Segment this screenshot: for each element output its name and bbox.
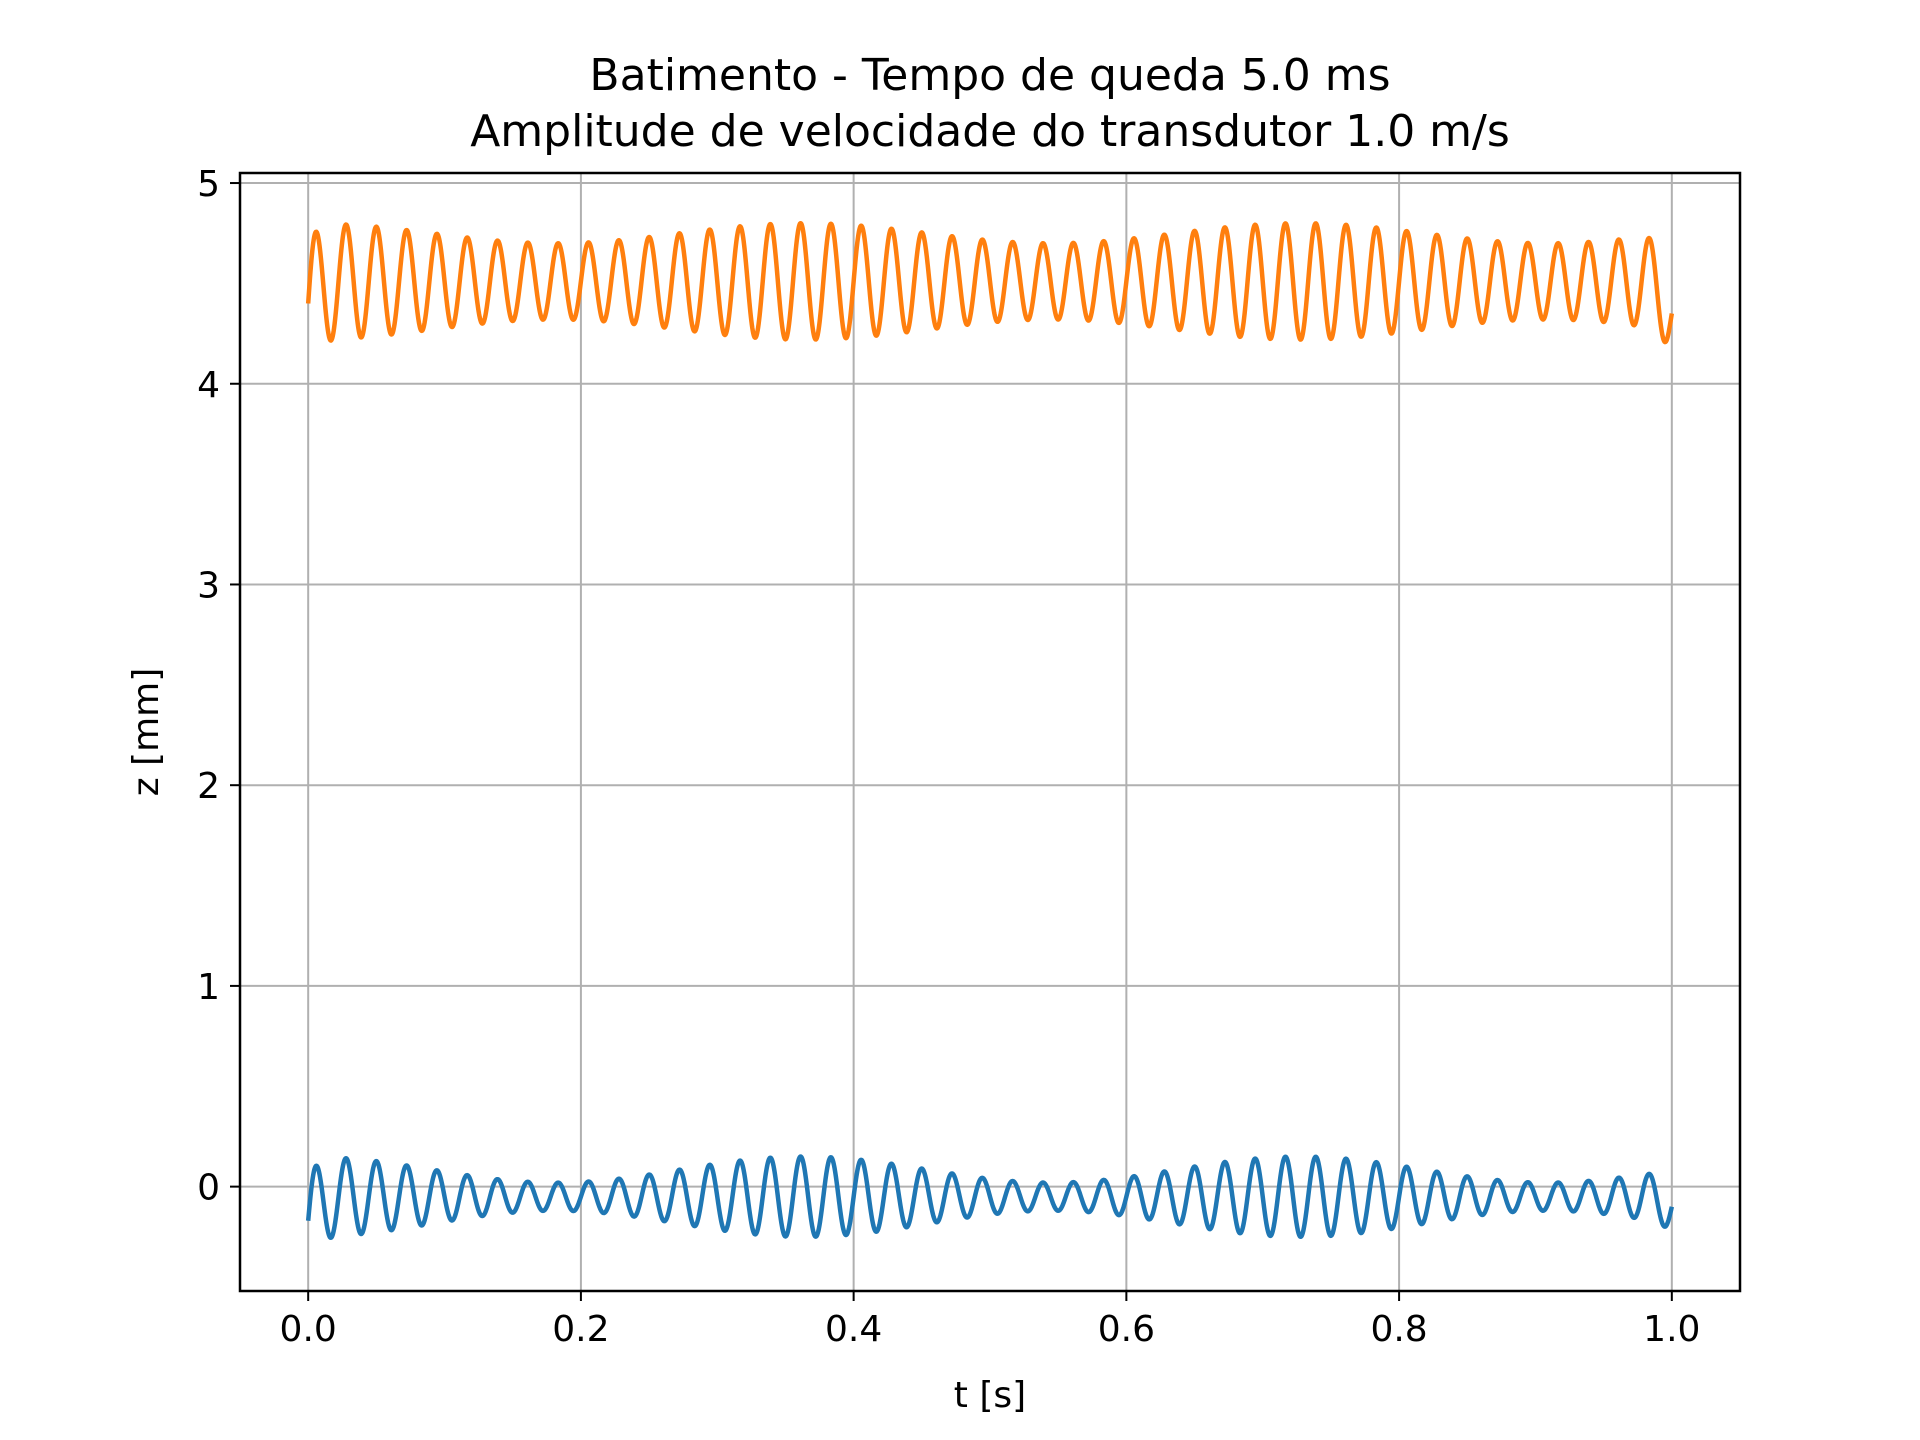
series-line-1 bbox=[305, 1154, 1675, 1241]
x-tick-label: 0.2 bbox=[552, 1309, 609, 1350]
y-tick-label: 4 bbox=[197, 365, 220, 406]
plot-frame bbox=[238, 171, 1742, 1293]
x-tick-label: 0.4 bbox=[825, 1309, 882, 1350]
y-tick-label: 2 bbox=[197, 766, 220, 807]
grid-lines bbox=[240, 173, 1740, 1291]
y-tick-label: 5 bbox=[197, 164, 220, 205]
series-layer bbox=[305, 220, 1675, 1241]
x-tick-label: 1.0 bbox=[1643, 1309, 1700, 1350]
y-tick-label: 1 bbox=[197, 967, 220, 1008]
chart-title-line-2: Amplitude de velocidade do transdutor 1.… bbox=[470, 106, 1510, 157]
x-tick-label: 0.6 bbox=[1098, 1309, 1155, 1350]
x-axis-ticks: 0.0 0.2 0.4 0.6 0.8 1.0 bbox=[280, 1291, 1700, 1350]
y-axis-label: z [mm] bbox=[126, 668, 167, 797]
chart-title-line-1: Batimento - Tempo de queda 5.0 ms bbox=[589, 50, 1390, 101]
x-tick-label: 0.0 bbox=[280, 1309, 337, 1350]
y-axis-ticks: 0 1 2 3 4 5 bbox=[197, 164, 240, 1209]
y-tick-label: 0 bbox=[197, 1168, 220, 1209]
x-axis-label: t [s] bbox=[954, 1375, 1026, 1416]
series-line-2 bbox=[305, 220, 1675, 345]
x-tick-label: 0.8 bbox=[1370, 1309, 1427, 1350]
y-tick-label: 3 bbox=[197, 565, 220, 606]
